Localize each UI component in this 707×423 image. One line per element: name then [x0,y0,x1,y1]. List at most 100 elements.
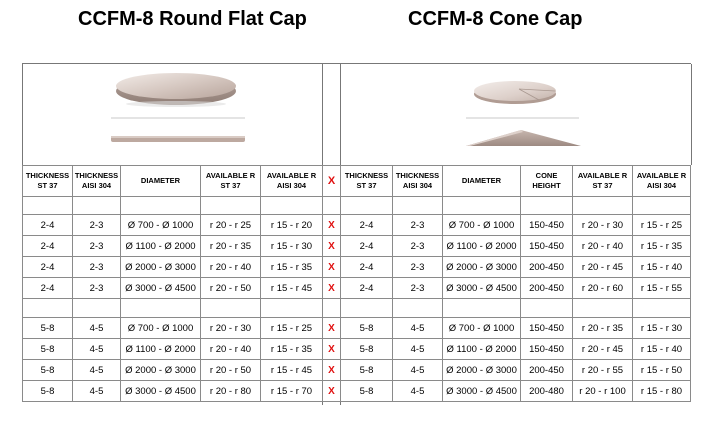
table-cell: r 15 - r 35 [260,256,323,278]
header-cell: CONE HEIGHT [520,165,573,197]
table-cell: 2-3 [392,214,443,236]
header-row: THICKNESS ST 37 THICKNESS AISI 304 DIAME… [22,165,691,197]
table-cell: 150-450 [520,317,573,339]
table-cell: 2-3 [72,256,121,278]
table-cell: 5-8 [340,317,393,339]
x-mark: X [328,261,335,273]
empty-cell [120,298,201,318]
table-cell: 4-5 [392,338,443,360]
table-cell: 4-5 [72,338,121,360]
table-cell: 150-450 [520,214,573,236]
table-cell: r 15 - r 40 [632,256,691,278]
mark-cell: X [322,338,341,360]
empty-cell [322,196,341,215]
x-mark: X [328,385,335,397]
mark-cell: X [322,256,341,278]
table-cell: 4-5 [72,359,121,381]
table-cell: r 20 - r 55 [572,359,633,381]
empty-cell [322,298,341,318]
table-cell: Ø 1100 - Ø 2000 [120,338,201,360]
table-cell: 5-8 [22,359,73,381]
table-cell: 150-450 [520,235,573,257]
table-cell: Ø 3000 - Ø 4500 [442,277,521,299]
table-cell: 200-450 [520,277,573,299]
x-mark: X [328,219,335,231]
table-cell: 2-4 [340,256,393,278]
empty-cell [72,196,121,215]
table-cell: r 20 - r 40 [200,338,261,360]
mark-cell: X [322,359,341,381]
table-row: 5-8 4-5 Ø 2000 - Ø 3000 r 20 - r 50 r 15 - r… [22,359,691,381]
table-row: 2-4 2-3 Ø 700 - Ø 1000 r 20 - r 25 r 15 - r … [22,214,691,236]
header-mark: X [322,165,341,197]
title-cone-cap: CCFM-8 Cone Cap [408,8,583,30]
table-cell: Ø 1100 - Ø 2000 [120,235,201,257]
table-cell: 4-5 [72,317,121,339]
empty-cell [632,298,691,318]
table-cell: r 20 - r 35 [572,317,633,339]
table-cell: 5-8 [22,338,73,360]
table-cell: r 20 - r 40 [572,235,633,257]
table-cell: 2-3 [72,235,121,257]
spacer-row [22,196,691,215]
empty-cell [572,298,633,318]
table-cell: Ø 2000 - Ø 3000 [120,359,201,381]
table-cell: Ø 2000 - Ø 3000 [120,256,201,278]
mark-cell: X [322,235,341,257]
table-cell: 2-4 [22,256,73,278]
table-cell: r 15 - r 45 [260,277,323,299]
cone-cap-images [341,64,692,165]
table-cell: r 15 - r 70 [260,380,323,402]
table-cell: 2-4 [22,277,73,299]
empty-cell [442,298,521,318]
table-cell: r 20 - r 45 [572,256,633,278]
x-mark: X [328,282,335,294]
empty-cell [392,196,443,215]
round-flat-cap-images [22,64,323,165]
header-cell: THICKNESS AISI 304 [72,165,121,197]
table-cell: 5-8 [340,359,393,381]
header-cell: AVAILABLE R AISI 304 [632,165,691,197]
empty-cell [22,196,73,215]
table-frame [22,63,691,406]
table-cell: r 20 - r 100 [572,380,633,402]
x-mark: X [328,240,335,252]
table-cell: r 15 - r 30 [632,317,691,339]
table-cell: Ø 700 - Ø 1000 [120,214,201,236]
empty-cell [72,298,121,318]
table-cell: 2-4 [22,214,73,236]
table-cell: Ø 700 - Ø 1000 [442,317,521,339]
table-cell: r 20 - r 45 [572,338,633,360]
table-cell: 5-8 [340,380,393,402]
mark-cell: X [322,214,341,236]
header-cell: THICKNESS AISI 304 [392,165,443,197]
table-cell: 2-3 [72,277,121,299]
empty-cell [260,196,323,215]
table-cell: 4-5 [392,359,443,381]
round-flat-cap-illustration [111,73,245,142]
table-cell: 4-5 [72,380,121,402]
empty-cell [200,298,261,318]
cone-cap-side-view [466,130,581,146]
header-cell: THICKNESS ST 37 [22,165,73,197]
header-cell: AVAILABLE R ST 37 [572,165,633,197]
table-cell: r 15 - r 40 [632,338,691,360]
table-cell: r 20 - r 60 [572,277,633,299]
empty-cell [340,196,393,215]
table-cell: r 15 - r 20 [260,214,323,236]
table-cell: 5-8 [22,380,73,402]
x-mark: X [328,364,335,376]
table-cell: 4-5 [392,317,443,339]
header-cell: AVAILABLE R ST 37 [200,165,261,197]
table-cell: 200-450 [520,359,573,381]
table-cell: r 15 - r 25 [260,317,323,339]
table-cell: Ø 3000 - Ø 4500 [442,380,521,402]
table-row: 5-8 4-5 Ø 1100 - Ø 2000 r 20 - r 40 r 15 - r… [22,338,691,360]
table-row: 5-8 4-5 Ø 700 - Ø 1000 r 20 - r 30 r 15 - r … [22,317,691,339]
table-cell: Ø 700 - Ø 1000 [442,214,521,236]
empty-cell [260,298,323,318]
table-cell: 2-3 [72,214,121,236]
table-cell: 2-3 [392,277,443,299]
table-cell: Ø 3000 - Ø 4500 [120,380,201,402]
table-cell: r 15 - r 45 [260,359,323,381]
